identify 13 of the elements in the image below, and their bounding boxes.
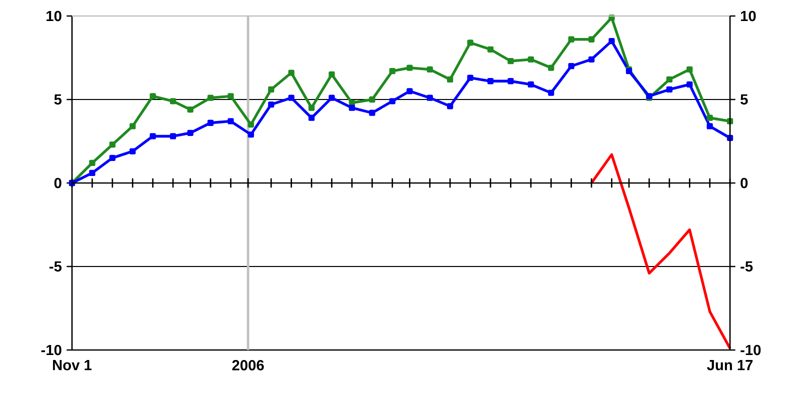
y-tick-label: -5 [49, 261, 62, 272]
y2-tick-label: -10 [740, 344, 761, 356]
y-tick-label: 10 [46, 10, 62, 22]
y-tick-label: 5 [54, 94, 62, 105]
y2-tick-label: 5 [740, 94, 748, 105]
y2-tick-label: -5 [740, 261, 753, 272]
y-tick-label: 0 [54, 178, 62, 188]
x-tick-label: Nov 1 [53, 360, 92, 370]
y-tick-label: -10 [41, 344, 62, 356]
x-tick-label: Jun 17 [707, 360, 753, 370]
y2-tick-label: 0 [740, 178, 748, 188]
y2-tick-label: 10 [740, 10, 756, 22]
x-tick-label: 2006 [232, 360, 264, 370]
